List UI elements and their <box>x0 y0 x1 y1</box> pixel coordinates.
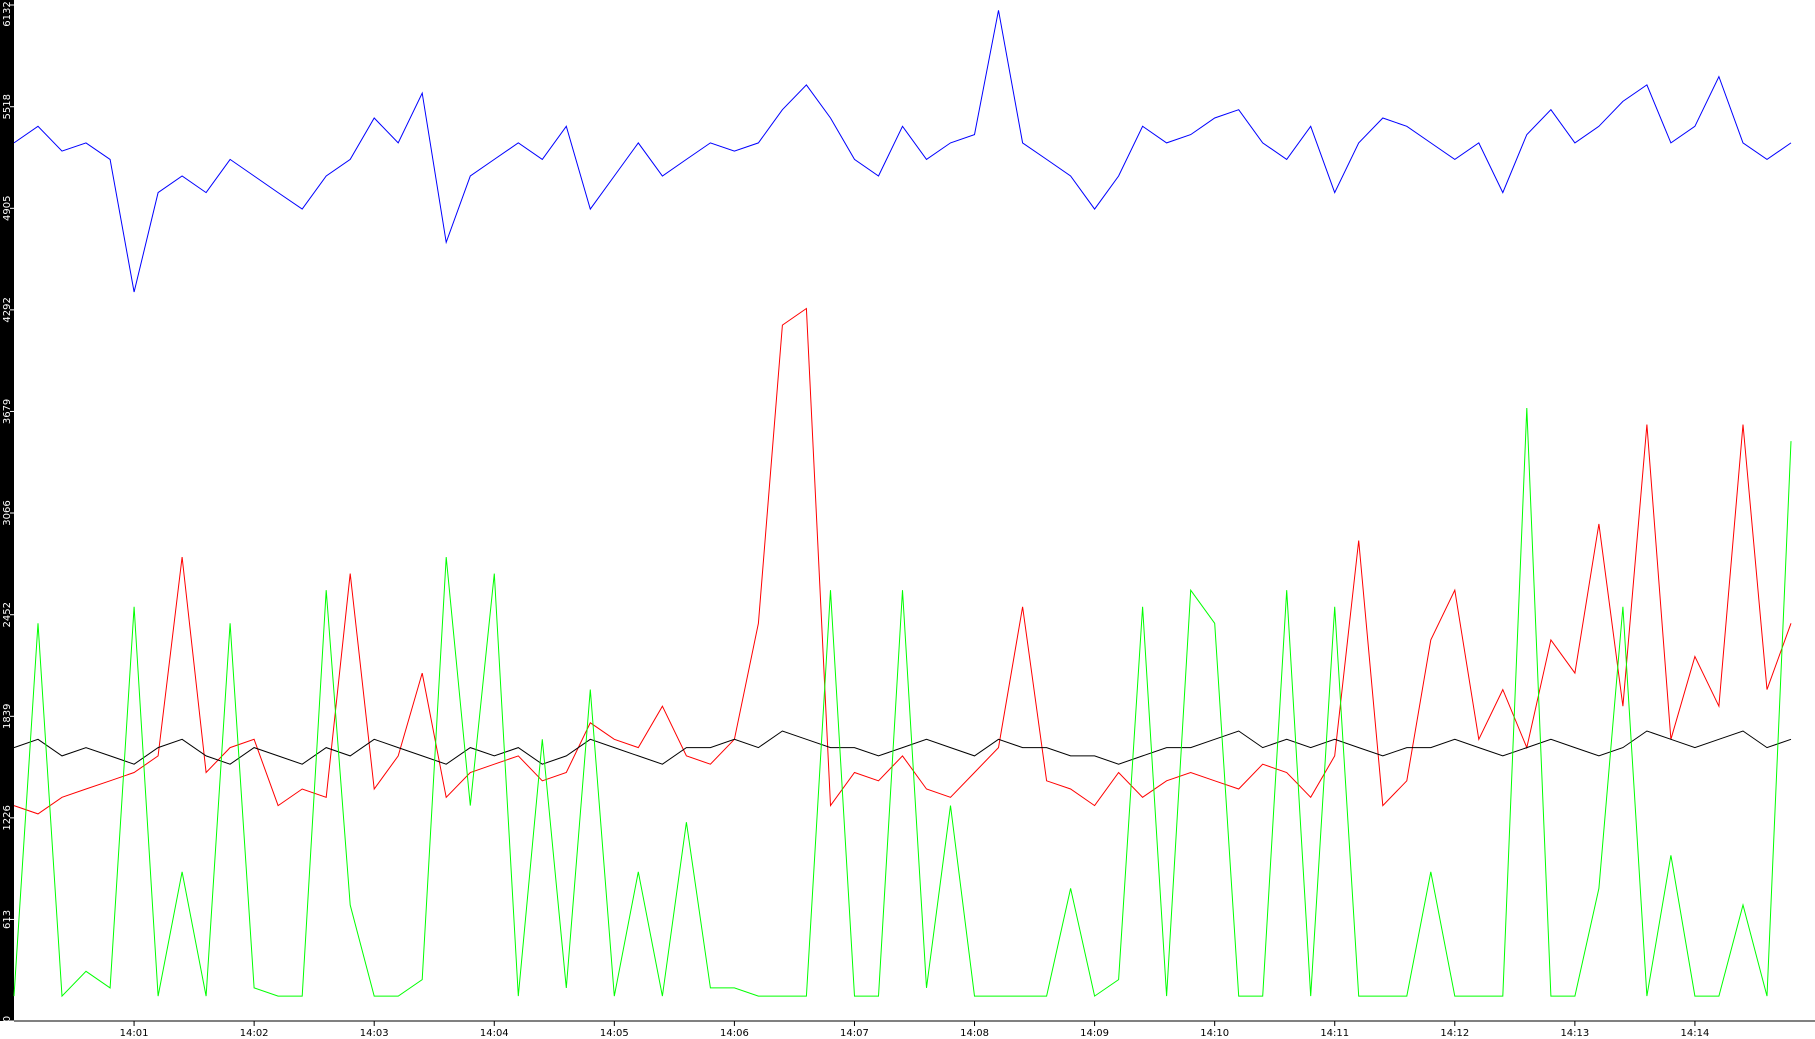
y-tick-label: 4292 <box>2 297 13 322</box>
x-tick-label: 14:09 <box>1080 1028 1109 1039</box>
y-tick-label: 1226 <box>2 805 13 830</box>
x-tick-label: 14:03 <box>360 1028 389 1039</box>
x-tick-label: 14:13 <box>1560 1028 1589 1039</box>
y-tick-label: 613 <box>2 910 13 929</box>
x-tick-label: 14:02 <box>240 1028 269 1039</box>
x-tick-label: 14:01 <box>120 1028 149 1039</box>
x-tick-label: 14:04 <box>480 1028 509 1039</box>
x-tick-label: 14:05 <box>600 1028 629 1039</box>
y-tick-label: 4905 <box>2 196 13 221</box>
y-tick-label: 1839 <box>2 704 13 729</box>
series-line <box>13 730 1792 765</box>
x-tick-label: 14:12 <box>1440 1028 1469 1039</box>
y-tick-label: 2452 <box>2 602 13 627</box>
x-tick-label: 14:10 <box>1200 1028 1229 1039</box>
y-axis-strip <box>0 0 14 1021</box>
y-tick-label: 0 <box>2 1016 13 1022</box>
y-tick-label: 5518 <box>2 94 13 119</box>
x-tick-label: 14:11 <box>1320 1028 1349 1039</box>
x-tick-label: 14:08 <box>960 1028 989 1039</box>
y-tick-label: 3679 <box>2 399 13 424</box>
series-line <box>13 307 1792 815</box>
x-tick-label: 14:07 <box>840 1028 869 1039</box>
y-tick-label: 3066 <box>2 500 13 525</box>
y-tick-label: 6132 <box>2 1 13 26</box>
x-tick-label: 14:14 <box>1681 1028 1710 1039</box>
series-line <box>13 10 1792 293</box>
series-line <box>13 407 1792 998</box>
x-tick-label: 14:06 <box>720 1028 749 1039</box>
